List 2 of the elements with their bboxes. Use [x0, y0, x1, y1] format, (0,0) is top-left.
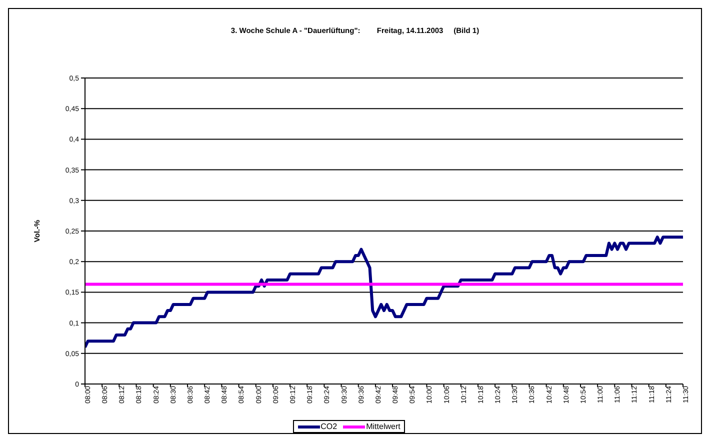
- legend-label: Mittelwert: [365, 422, 400, 431]
- legend-label: CO2: [320, 422, 338, 431]
